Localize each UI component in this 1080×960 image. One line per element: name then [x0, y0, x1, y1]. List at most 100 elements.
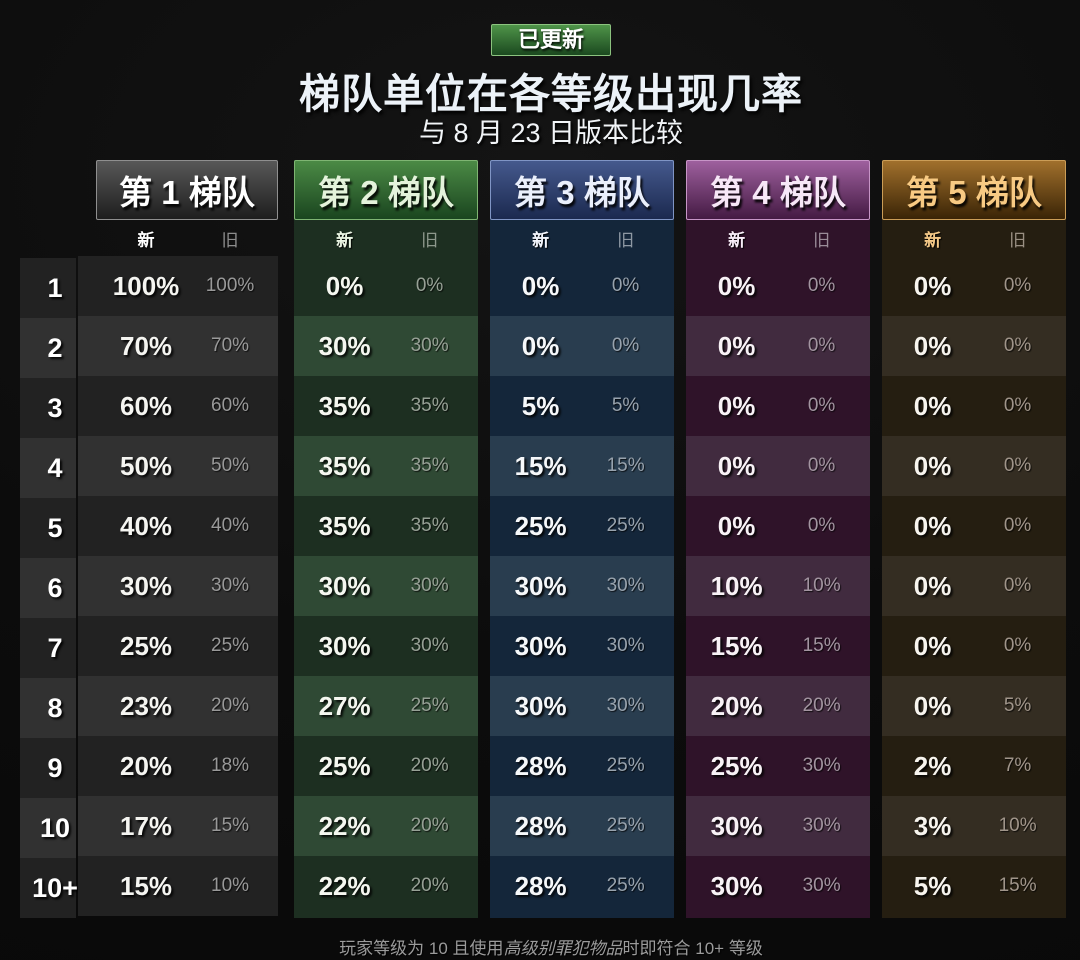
value-old: 0% — [807, 275, 836, 296]
value-new: 5% — [913, 870, 952, 901]
table-row: 60% 60% — [78, 376, 278, 436]
value-new: 22% — [318, 810, 371, 841]
value-new: 27% — [318, 690, 371, 721]
table-row: 28% 25% — [490, 736, 674, 796]
value-new: 35% — [318, 390, 371, 421]
value-new: 30% — [710, 870, 763, 901]
tier-3-legend: 新旧 — [490, 220, 674, 256]
legend-new-label: 新 — [924, 230, 942, 250]
table-row: 0% 0% — [882, 616, 1066, 676]
value-new: 40% — [120, 510, 173, 541]
value-new: 0% — [717, 450, 756, 481]
footnote-emphasis: 高级别罪犯物品 — [503, 939, 623, 958]
level-cell: 7 — [20, 618, 76, 678]
table-row: 28% 25% — [490, 856, 674, 916]
level-cell: 10 — [20, 798, 76, 858]
footnote-text-pre: 玩家等级为 10 且使用 — [339, 939, 504, 958]
table-row: 5% 5% — [490, 376, 674, 436]
legend-old-label: 旧 — [617, 230, 635, 250]
level-cell: 3 — [20, 378, 76, 438]
value-old: 25% — [606, 755, 645, 776]
table-row: 40% 40% — [78, 496, 278, 556]
level-cell: 4 — [20, 438, 76, 498]
value-old: 0% — [1003, 335, 1032, 356]
value-new: 0% — [913, 690, 952, 721]
table-row: 30% 30% — [294, 556, 478, 616]
table-row: 28% 25% — [490, 796, 674, 856]
value-new: 23% — [120, 690, 173, 721]
level-cell: 2 — [20, 318, 76, 378]
value-old: 20% — [802, 695, 841, 716]
value-old: 15% — [606, 455, 645, 476]
table-row: 0% 0% — [490, 256, 674, 316]
value-old: 20% — [410, 755, 449, 776]
tier-column-2: 第 2 梯队新旧 0% 0% 30% 30% 35% 35% 35% 35% 35% 35% 30% 3… — [294, 160, 478, 918]
tier-1-header: 第 1 梯队 — [96, 160, 278, 220]
page-title: 梯队单位在各等级出现几率 — [299, 71, 803, 117]
value-old: 5% — [611, 395, 640, 416]
value-new: 15% — [120, 870, 173, 901]
updated-badge-label: 已更新 — [517, 27, 585, 52]
value-new: 2% — [913, 750, 952, 781]
tier-column-4: 第 4 梯队新旧 0% 0% 0% 0% 0% 0% 0% 0% 0% 0% 10% 10% 15% 15%… — [686, 160, 870, 918]
table-row: 0% 0% — [294, 256, 478, 316]
value-old: 15% — [802, 635, 841, 656]
table-row: 35% 35% — [294, 496, 478, 556]
legend-new-label: 新 — [336, 230, 354, 250]
value-new: 3% — [913, 810, 952, 841]
table-row: 2% 7% — [882, 736, 1066, 796]
table-row: 0% 0% — [882, 496, 1066, 556]
table-row: 30% 30% — [490, 676, 674, 736]
value-new: 25% — [120, 630, 173, 661]
table-row: 25% 25% — [78, 616, 278, 676]
table-row: 22% 20% — [294, 856, 478, 916]
value-old: 10% — [211, 875, 250, 896]
table-row: 70% 70% — [78, 316, 278, 376]
table-row: 0% 0% — [686, 376, 870, 436]
page-subtitle: 与 8 月 23 日版本比较 — [418, 118, 684, 148]
table-row: 25% 25% — [490, 496, 674, 556]
value-new: 35% — [318, 510, 371, 541]
table-row: 100% 100% — [78, 256, 278, 316]
value-new: 30% — [514, 630, 567, 661]
tier-2-legend: 新旧 — [294, 220, 478, 256]
value-new: 0% — [913, 630, 952, 661]
value-old: 18% — [211, 755, 250, 776]
footnote: 玩家等级为 10 且使用高级别罪犯物品时即符合 10+ 等级 — [339, 934, 763, 959]
value-new: 50% — [120, 450, 173, 481]
value-old: 35% — [410, 515, 449, 536]
legend-new-label: 新 — [728, 230, 746, 250]
value-new: 15% — [514, 450, 567, 481]
value-old: 30% — [211, 575, 250, 596]
table-row: 27% 25% — [294, 676, 478, 736]
value-new: 0% — [717, 510, 756, 541]
value-old: 15% — [211, 815, 250, 836]
value-new: 0% — [913, 450, 952, 481]
value-old: 0% — [1003, 575, 1032, 596]
legend-old-label: 旧 — [421, 230, 439, 250]
value-old: 0% — [807, 455, 836, 476]
table-row: 30% 30% — [686, 856, 870, 916]
value-new: 30% — [318, 330, 371, 361]
updated-status-badge: 已更新 — [490, 24, 612, 56]
table-row: 3% 10% — [882, 796, 1066, 856]
table-row: 30% 30% — [686, 796, 870, 856]
value-old: 0% — [611, 275, 640, 296]
value-old: 10% — [998, 815, 1037, 836]
level-cell: 9 — [20, 738, 76, 798]
value-old: 30% — [802, 875, 841, 896]
table-row: 30% 30% — [294, 316, 478, 376]
level-cell: 10+ — [20, 858, 78, 918]
value-old: 25% — [606, 875, 645, 896]
table-row: 30% 30% — [490, 556, 674, 616]
value-new: 25% — [318, 750, 371, 781]
value-new: 30% — [120, 570, 173, 601]
table-row: 0% 5% — [882, 676, 1066, 736]
table-row: 25% 30% — [686, 736, 870, 796]
table-row: 15% 10% — [78, 856, 278, 916]
table-row: 0% 0% — [490, 316, 674, 376]
tier-column-1: 第 1 梯队新旧 100% 100% 70% 70% 60% 60% 50% 50% 40% 40%… — [78, 160, 278, 918]
tier-column-3: 第 3 梯队新旧 0% 0% 0% 0% 5% 5% 15% 15% 25% 25% 30% 30% 30… — [490, 160, 674, 918]
value-old: 0% — [1003, 395, 1032, 416]
value-new: 0% — [325, 270, 364, 301]
